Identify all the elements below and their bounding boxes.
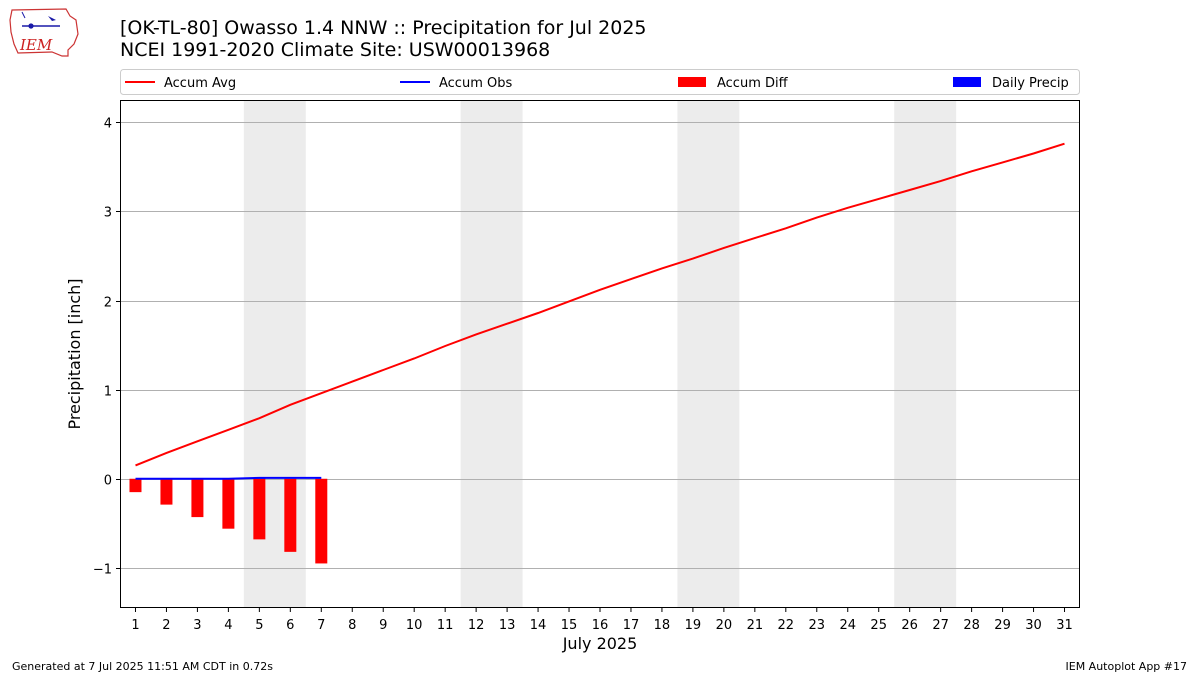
x-tick-label: 11	[437, 618, 454, 633]
weekend-shading-layer	[243, 100, 957, 608]
x-tick-label: 20	[716, 618, 733, 633]
x-tick-label: 5	[255, 618, 263, 633]
x-tick-label: 1	[131, 618, 139, 633]
x-tick-label: 30	[1025, 618, 1042, 633]
x-tick-label: 16	[592, 618, 609, 633]
x-tick-label: 13	[499, 618, 516, 633]
legend-label-daily-precip: Daily Precip	[992, 76, 1069, 91]
line-layer	[135, 142, 1065, 480]
x-tick-label: 9	[379, 618, 387, 633]
y-axis-label: Precipitation [inch]	[65, 278, 84, 429]
x-tick-label: 15	[561, 618, 578, 633]
legend-label-accum-diff: Accum Diff	[717, 76, 789, 91]
x-tick-label: 31	[1056, 618, 1073, 633]
accum-diff-bar	[160, 478, 173, 505]
x-tick-label: 12	[468, 618, 485, 633]
x-tick-label: 26	[901, 618, 918, 633]
y-tick-label: 2	[104, 296, 112, 311]
y-tick-label: 0	[104, 474, 112, 489]
x-tick-label: 18	[654, 618, 671, 633]
x-tick-label: 7	[317, 618, 325, 633]
x-tick-label: 6	[286, 618, 294, 633]
x-tick-label: 27	[932, 618, 949, 633]
bar-layer	[129, 477, 328, 564]
legend-swatch-accum-diff	[678, 77, 706, 87]
accum-diff-bar	[315, 478, 328, 564]
app-credit: IEM Autoplot App #17	[1065, 660, 1188, 673]
y-tick-label: 4	[104, 117, 112, 132]
x-tick-label: 24	[839, 618, 856, 633]
x-tick-label: 8	[348, 618, 356, 633]
accum-avg-line	[135, 142, 1065, 467]
x-tick-label: 25	[870, 618, 887, 633]
chart-subtitle: NCEI 1991-2020 Climate Site: USW00013968	[120, 39, 551, 61]
weekend-shade	[894, 100, 957, 608]
generated-timestamp: Generated at 7 Jul 2025 11:51 AM CDT in …	[12, 660, 273, 673]
legend-frame	[120, 69, 1080, 95]
x-tick-label: 22	[778, 618, 795, 633]
y-tick-label: −1	[93, 563, 112, 578]
x-tick-label: 3	[193, 618, 201, 633]
legend-swatch-daily-precip	[953, 77, 981, 87]
x-tick-label: 19	[685, 618, 702, 633]
iem-logo-text: IEM	[19, 36, 53, 54]
x-tick-label: 14	[530, 618, 547, 633]
y-tick-label: 3	[104, 206, 112, 221]
y-tick-label: 1	[104, 385, 112, 400]
plot-frame	[120, 100, 1080, 608]
x-tick-label: 10	[406, 618, 423, 633]
grid-layer	[120, 122, 1080, 569]
accum-diff-bar	[222, 478, 235, 529]
x-tick-label: 29	[994, 618, 1011, 633]
x-tick-label: 23	[809, 618, 826, 633]
accum-diff-bar	[191, 478, 204, 518]
weekend-shade	[243, 100, 306, 608]
legend-label-accum-obs: Accum Obs	[439, 76, 512, 91]
iem-logo: IEM	[9, 8, 79, 57]
accum-diff-bar	[284, 478, 297, 552]
x-tick-label: 4	[224, 618, 232, 633]
legend: Accum Avg Accum Obs Accum Diff Daily Precip	[120, 69, 1080, 95]
accum-diff-bar	[129, 478, 142, 493]
legend-label-accum-avg: Accum Avg	[164, 76, 236, 91]
x-tick-label: 28	[963, 618, 980, 633]
x-tick-label: 2	[162, 618, 170, 633]
x-tick-label: 21	[747, 618, 764, 633]
weekend-shade	[677, 100, 740, 608]
chart-title: [OK-TL-80] Owasso 1.4 NNW :: Precipitati…	[120, 17, 647, 39]
x-tick-label: 17	[623, 618, 640, 633]
accum-diff-bar	[253, 478, 266, 540]
x-axis-label: July 2025	[562, 634, 638, 653]
weekend-shade	[460, 100, 523, 608]
accum-obs-line	[135, 476, 322, 480]
